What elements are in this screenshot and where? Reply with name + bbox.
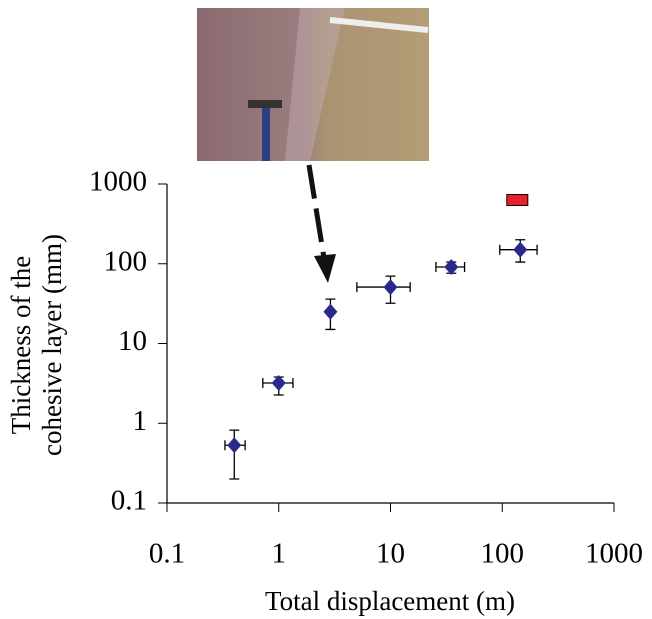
x-tick-label: 1: [272, 538, 287, 570]
marker: [227, 437, 242, 454]
y-axis-title: Thickness of the: [6, 256, 36, 434]
photo: [197, 8, 429, 161]
x-tick-label: 100: [481, 538, 525, 570]
y-tick-label: 1000: [89, 166, 147, 198]
marker: [513, 241, 528, 258]
x-axis-title: Total displacement (m): [265, 586, 515, 616]
marker: [506, 194, 529, 207]
y-tick-label: 0.1: [111, 485, 147, 517]
y-tick-label: 1: [133, 405, 148, 437]
marker: [323, 303, 338, 320]
y-axis-title: cohesive layer (mm): [37, 234, 67, 456]
y-tick-label: 100: [104, 245, 148, 277]
marker: [271, 374, 286, 391]
marker: [444, 259, 459, 276]
arrow: [306, 164, 336, 283]
x-tick-label: 10: [376, 538, 405, 570]
x-tick-label: 1000: [585, 538, 643, 570]
marker: [383, 279, 398, 296]
y-tick-label: 10: [118, 325, 147, 357]
x-tick-label: 0.1: [149, 538, 185, 570]
